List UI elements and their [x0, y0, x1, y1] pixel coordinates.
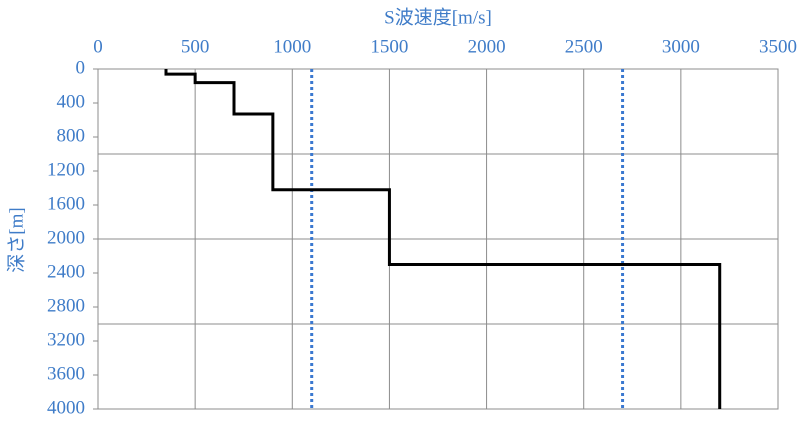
y-tick-label: 2800	[47, 295, 85, 316]
y-tick-label: 1200	[47, 159, 85, 180]
y-tick-label: 800	[57, 125, 86, 146]
y-tick-label: 0	[76, 57, 86, 78]
y-tick-label: 2000	[47, 227, 85, 248]
y-axis-label: 深さ[m]	[5, 207, 27, 272]
data-line	[164, 69, 722, 409]
y-tick-label: 400	[57, 91, 86, 112]
chart-title: S波速度[m/s]	[384, 6, 492, 28]
y-tick-label: 4000	[47, 397, 85, 418]
x-tick-label: 500	[181, 36, 210, 57]
y-tick-label: 2400	[47, 261, 85, 282]
x-tick-label: 3500	[759, 36, 797, 57]
x-tick-label: 3000	[662, 36, 700, 57]
y-tick-label: 3600	[47, 363, 85, 384]
y-tick-label: 3200	[47, 329, 85, 350]
x-tick-label: 2500	[565, 36, 603, 57]
x-tick-label: 1000	[273, 36, 311, 57]
x-tick-label: 1500	[370, 36, 408, 57]
x-tick-label: 2000	[468, 36, 506, 57]
x-tick-label: 0	[93, 36, 103, 57]
y-tick-label: 1600	[47, 193, 85, 214]
